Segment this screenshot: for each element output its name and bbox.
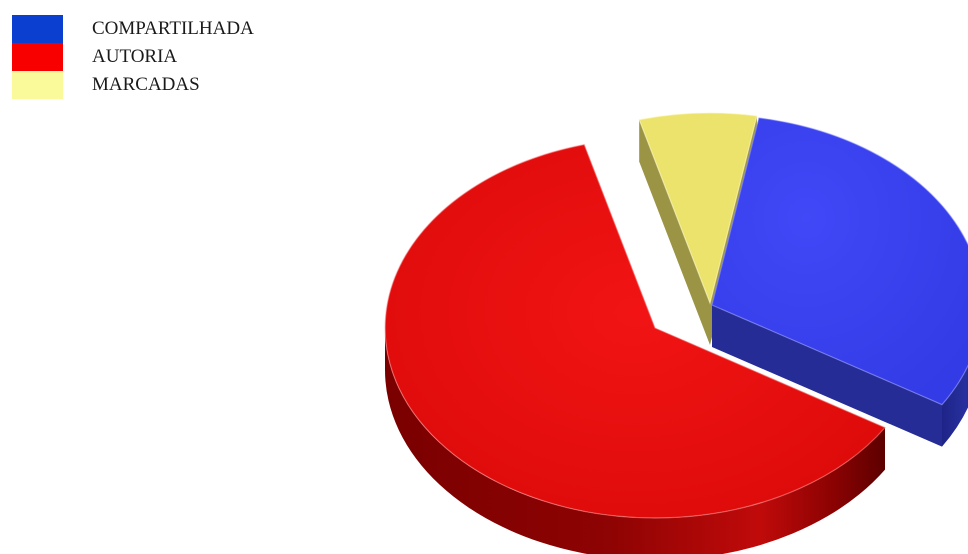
slice-wall-marcadas-start (639, 119, 710, 345)
legend-label-autoria: AUTORIA (92, 46, 178, 67)
slice-side-autoria (385, 328, 885, 554)
legend-swatch-marcadas (12, 71, 63, 99)
legend-swatch-compartilhada (12, 15, 63, 43)
slice-wall-compartilhada-end (712, 305, 942, 447)
slice-top-compartilhada (711, 117, 968, 406)
slice-top-marcadas (638, 112, 758, 305)
legend-label-compartilhada: COMPARTILHADA (92, 18, 254, 39)
slice-compartilhada (711, 117, 968, 447)
legend-swatch-autoria (12, 43, 63, 71)
slice-autoria (384, 143, 886, 554)
legend-label-marcadas: MARCADAS (92, 74, 200, 95)
slice-side-compartilhada (942, 365, 968, 447)
slice-top-autoria (384, 143, 886, 519)
